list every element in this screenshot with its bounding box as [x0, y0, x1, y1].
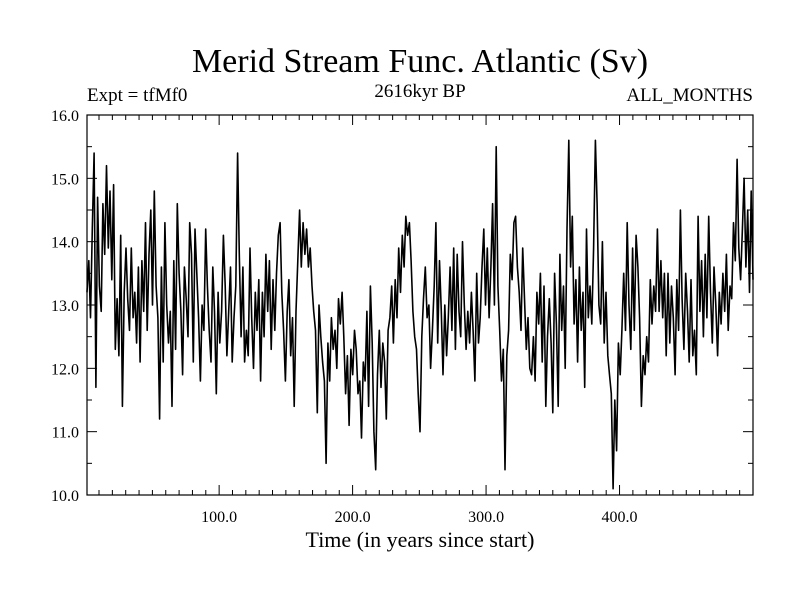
x-tick-label: 400.0	[602, 509, 638, 526]
x-axis-label: Time (in years since start)	[306, 527, 535, 552]
y-tick-label: 14.0	[51, 235, 79, 252]
plot-frame	[86, 114, 754, 496]
y-tick-label: 16.0	[51, 108, 79, 125]
experiment-label: Expt = tfMf0	[87, 85, 187, 106]
x-tick-label: 200.0	[335, 509, 371, 526]
months-label: ALL_MONTHS	[626, 85, 753, 106]
y-tick-label: 11.0	[52, 425, 79, 442]
period-label: 2616kyr BP	[374, 81, 465, 102]
chart-title: Merid Stream Func. Atlantic (Sv)	[192, 43, 648, 80]
y-tick-label: 13.0	[51, 298, 79, 315]
series-line	[86, 139, 754, 490]
x-tick-label: 300.0	[468, 509, 504, 526]
y-tick-label: 10.0	[51, 488, 79, 505]
y-tick-label: 12.0	[51, 361, 79, 378]
y-axis: 10.0 11.0 12.0 13.0 14.0 15.0 16.0	[51, 108, 753, 505]
x-axis: 100.0 200.0 300.0 400.0	[98, 115, 741, 526]
y-tick-label: 15.0	[51, 171, 79, 188]
x-tick-label: 100.0	[201, 509, 237, 526]
